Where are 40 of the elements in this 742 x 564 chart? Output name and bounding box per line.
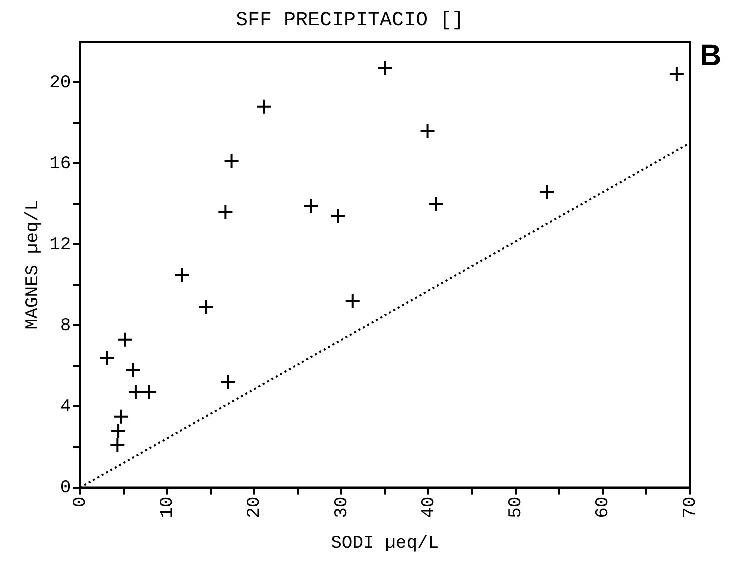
x-tick-label: 0 [70,496,91,508]
chart-title: SFF PRECIPITACIO [] [236,9,464,32]
point [113,408,130,425]
point [110,423,127,440]
point [428,196,444,212]
y-tick-label: 12 [50,235,72,256]
y-axis-title: MAGNES µeq/L [24,200,44,330]
y-tick-label: 4 [60,398,72,418]
point [330,208,346,224]
point [118,332,134,348]
point [198,299,215,316]
x-tick-label: 30 [332,496,352,518]
point [344,293,361,310]
x-tick-label: 20 [245,496,266,518]
point [110,437,126,454]
point [420,123,436,140]
y-tick-label: 20 [50,73,72,94]
x-axis-title: SODI µeq/L [331,534,440,554]
point [128,384,144,401]
x-tick-label: 10 [158,496,178,518]
x-tick-label: 50 [506,496,527,518]
point [218,204,234,220]
point [99,350,116,366]
point [125,362,142,378]
y-tick-label: 16 [50,154,72,174]
x-tick-label: 70 [680,496,701,518]
x-tick-label: 40 [419,496,440,518]
point [174,267,190,284]
point [303,198,320,214]
x-tick-label: 60 [594,496,614,518]
y-tick-label: 8 [60,316,72,336]
point [377,60,394,76]
point [224,154,240,170]
point [668,66,685,82]
point [256,98,272,115]
point [220,374,236,390]
y-tick-label: 0 [60,478,72,499]
point [141,384,158,401]
point [539,184,556,200]
text: B [700,39,722,72]
